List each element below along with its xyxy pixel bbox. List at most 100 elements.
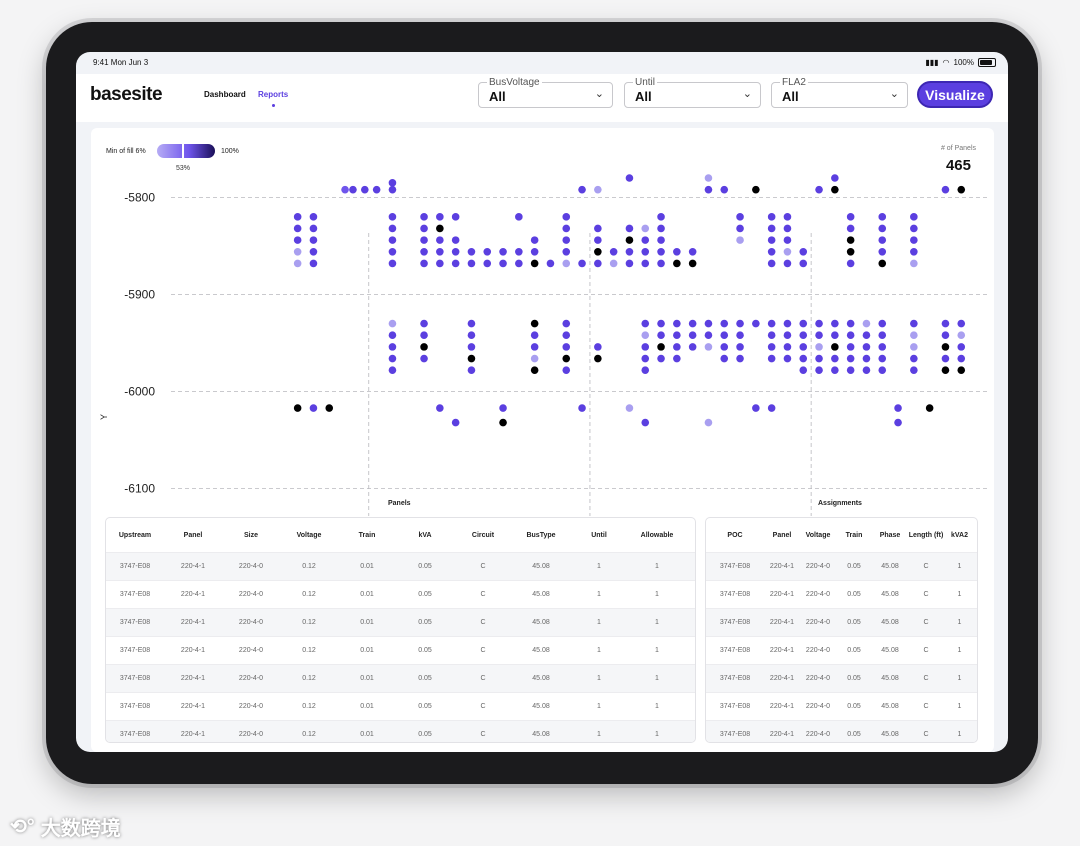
scatter-point[interactable] (767, 319, 776, 328)
table-row[interactable]: 3747-E08 220-4-1 220-4-0 0.12 0.01 0.05 C 45.08… (106, 664, 695, 692)
scatter-point[interactable] (594, 236, 602, 244)
nav-reports[interactable]: Reports (258, 90, 289, 99)
column-header[interactable]: Allowable (640, 531, 674, 539)
scatter-point[interactable] (641, 343, 650, 351)
scatter-point[interactable] (499, 259, 507, 268)
column-header[interactable]: Train (845, 531, 863, 539)
scatter-point[interactable] (831, 366, 839, 374)
scatter-point[interactable] (831, 331, 839, 340)
scatter-point[interactable] (752, 319, 760, 328)
table-row[interactable]: 3747-E08 220-4-1 220-4-0 0.05 45.08 C 1 (706, 692, 977, 720)
scatter-point[interactable] (815, 185, 823, 194)
scatter-point[interactable] (388, 319, 397, 328)
scatter-point[interactable] (767, 354, 776, 363)
column-header[interactable]: BusType (526, 531, 556, 539)
scatter-point[interactable] (783, 343, 792, 351)
scatter-point[interactable] (815, 366, 823, 374)
scatter-point[interactable] (831, 185, 839, 194)
scatter-point[interactable] (641, 354, 650, 363)
scatter-point[interactable] (530, 343, 539, 351)
scatter-point[interactable] (420, 213, 428, 221)
scatter-point[interactable] (720, 354, 729, 363)
scatter-point[interactable] (910, 259, 918, 268)
table-row[interactable]: 3747-E08 220-4-1 220-4-0 0.05 45.08 C 1 (706, 580, 977, 608)
scatter-point[interactable] (562, 224, 571, 233)
scatter-point[interactable] (736, 331, 744, 340)
scatter-point[interactable] (910, 236, 918, 244)
scatter-point[interactable] (515, 213, 523, 221)
scatter-point[interactable] (894, 418, 902, 427)
scatter-point[interactable] (831, 319, 839, 328)
scatter-point[interactable] (562, 319, 571, 328)
scatter-point[interactable] (704, 418, 713, 427)
scatter-point[interactable] (815, 319, 823, 328)
column-header[interactable]: Length (ft) (908, 531, 944, 539)
until-select[interactable]: Until All ⌄ (624, 77, 761, 108)
scatter-point[interactable] (562, 343, 571, 351)
scatter-point[interactable] (910, 247, 918, 256)
scatter-point[interactable] (530, 354, 539, 363)
scatter-point[interactable] (657, 331, 665, 340)
scatter-point[interactable] (641, 319, 650, 328)
scatter-point[interactable] (420, 331, 428, 340)
scatter-point[interactable] (910, 366, 918, 374)
scatter-point[interactable] (957, 343, 966, 351)
scatter-point[interactable] (309, 259, 318, 268)
scatter-point[interactable] (657, 259, 665, 268)
scatter-point[interactable] (941, 354, 950, 363)
scatter-point[interactable] (657, 247, 665, 256)
scatter-point[interactable] (467, 331, 476, 340)
scatter-point[interactable] (846, 354, 855, 363)
app-logo[interactable]: basesite (90, 84, 163, 105)
scatter-point[interactable] (609, 247, 618, 256)
table-row[interactable]: 3747-E08 220-4-1 220-4-0 0.12 0.01 0.05 C 45.08… (106, 580, 695, 608)
scatter-point[interactable] (641, 224, 650, 233)
scatter-point[interactable] (673, 259, 681, 268)
scatter-point[interactable] (846, 224, 855, 233)
scatter-point[interactable] (688, 319, 697, 328)
scatter-point[interactable] (641, 418, 650, 427)
scatter-point[interactable] (941, 366, 950, 374)
column-header[interactable]: Voltage (805, 531, 831, 539)
scatter-point[interactable] (815, 354, 823, 363)
scatter-point[interactable] (293, 404, 302, 412)
scatter-point[interactable] (673, 343, 681, 351)
scatter-point[interactable] (641, 331, 650, 340)
scatter-point[interactable] (562, 213, 571, 221)
scatter-point[interactable] (736, 354, 744, 363)
scatter-point[interactable] (388, 179, 397, 187)
scatter-point[interactable] (388, 354, 397, 363)
scatter-point[interactable] (499, 404, 507, 412)
scatter-point[interactable] (467, 247, 476, 256)
scatter-point[interactable] (530, 259, 539, 268)
scatter-point[interactable] (878, 331, 887, 340)
column-header[interactable]: Panel (772, 531, 792, 539)
scatter-point[interactable] (831, 354, 839, 363)
scatter-point[interactable] (625, 224, 634, 233)
visualize-button[interactable]: Visualize (917, 81, 993, 108)
scatter-point[interactable] (562, 247, 571, 256)
fill-slider-thumb[interactable] (182, 144, 184, 158)
scatter-point[interactable] (878, 247, 887, 256)
table-row[interactable]: 3747-E08 220-4-1 220-4-0 0.05 45.08 C 1 (706, 664, 977, 692)
scatter-point[interactable] (349, 185, 357, 194)
scatter-point[interactable] (673, 354, 681, 363)
scatter-point[interactable] (388, 224, 397, 233)
column-header[interactable]: POC (727, 531, 743, 539)
scatter-point[interactable] (910, 331, 918, 340)
scatter-point[interactable] (467, 354, 476, 363)
column-header[interactable]: Size (243, 531, 258, 539)
scatter-point[interactable] (609, 259, 618, 268)
scatter-point[interactable] (878, 354, 887, 363)
scatter-point[interactable] (862, 319, 871, 328)
scatter-point[interactable] (625, 174, 634, 182)
column-header[interactable]: kVA2 (951, 531, 968, 539)
scatter-point[interactable] (372, 185, 381, 194)
scatter-point[interactable] (815, 331, 823, 340)
scatter-point[interactable] (862, 343, 871, 351)
scatter-point[interactable] (436, 224, 444, 233)
scatter-point[interactable] (688, 331, 697, 340)
scatter-point[interactable] (420, 354, 428, 363)
scatter-point[interactable] (831, 174, 839, 182)
scatter-point[interactable] (878, 224, 887, 233)
